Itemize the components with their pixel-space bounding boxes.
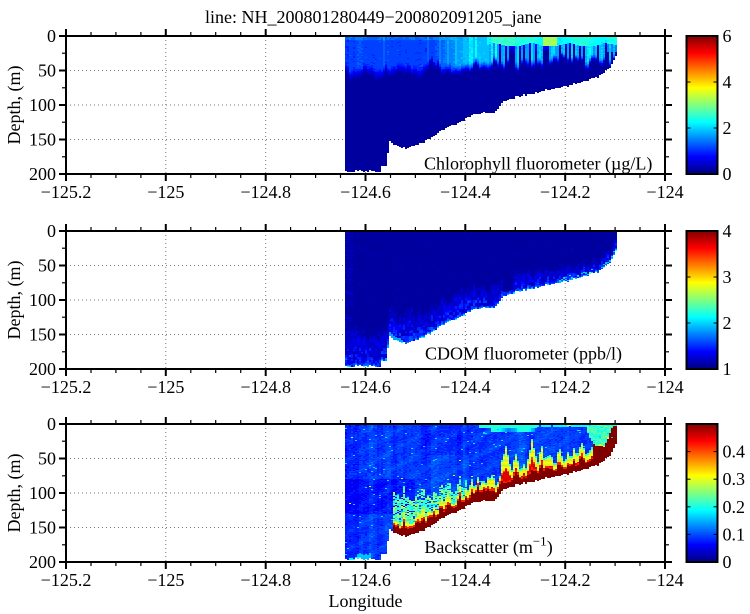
svg-text:200: 200 xyxy=(29,164,56,184)
svg-text:2: 2 xyxy=(723,118,732,138)
svg-text:150: 150 xyxy=(29,325,56,345)
svg-text:−125.2: −125.2 xyxy=(41,377,92,397)
svg-text:Chlorophyll fluorometer (µg/L): Chlorophyll fluorometer (µg/L) xyxy=(424,154,652,175)
svg-text:1: 1 xyxy=(723,359,732,379)
svg-text:50: 50 xyxy=(38,449,56,469)
svg-text:−124.2: −124.2 xyxy=(540,377,591,397)
svg-text:line: NH_200801280449−20080209: line: NH_200801280449−200802091205_jane xyxy=(205,7,542,27)
svg-text:−124.6: −124.6 xyxy=(340,182,391,202)
svg-text:Depth, (m): Depth, (m) xyxy=(4,66,25,145)
svg-text:−125: −125 xyxy=(147,377,184,397)
svg-text:100: 100 xyxy=(29,290,56,310)
svg-text:−124.4: −124.4 xyxy=(440,377,491,397)
svg-text:Depth, (m): Depth, (m) xyxy=(4,261,25,340)
svg-text:−124.4: −124.4 xyxy=(440,570,491,590)
svg-text:0.2: 0.2 xyxy=(723,497,746,517)
svg-text:−124.2: −124.2 xyxy=(540,570,591,590)
svg-text:−124.4: −124.4 xyxy=(440,182,491,202)
svg-text:−125: −125 xyxy=(147,570,184,590)
svg-text:0: 0 xyxy=(47,414,56,434)
svg-text:150: 150 xyxy=(29,518,56,538)
svg-text:150: 150 xyxy=(29,130,56,150)
svg-text:4: 4 xyxy=(723,72,732,92)
svg-text:CDOM fluorometer (ppb/l): CDOM fluorometer (ppb/l) xyxy=(425,343,622,364)
svg-text:Backscatter (m−1): Backscatter (m−1) xyxy=(424,534,552,559)
svg-text:0.1: 0.1 xyxy=(723,524,746,544)
svg-text:0.3: 0.3 xyxy=(723,469,746,489)
svg-text:200: 200 xyxy=(29,359,56,379)
svg-text:0: 0 xyxy=(723,164,732,184)
svg-text:−124: −124 xyxy=(646,182,683,202)
svg-text:0: 0 xyxy=(723,552,732,572)
svg-text:4: 4 xyxy=(723,221,732,241)
svg-text:−125.2: −125.2 xyxy=(41,182,92,202)
svg-text:2: 2 xyxy=(723,313,732,333)
svg-text:−124.6: −124.6 xyxy=(340,377,391,397)
svg-text:−124.8: −124.8 xyxy=(240,570,291,590)
svg-text:200: 200 xyxy=(29,552,56,572)
svg-text:Longitude: Longitude xyxy=(329,591,403,611)
svg-text:50: 50 xyxy=(38,256,56,276)
svg-text:100: 100 xyxy=(29,483,56,503)
svg-text:−124.8: −124.8 xyxy=(240,377,291,397)
svg-text:−124.2: −124.2 xyxy=(540,182,591,202)
svg-text:0.4: 0.4 xyxy=(723,442,746,462)
svg-text:−125: −125 xyxy=(147,182,184,202)
svg-text:6: 6 xyxy=(723,26,732,46)
svg-text:−124: −124 xyxy=(646,377,683,397)
svg-text:−125.2: −125.2 xyxy=(41,570,92,590)
svg-text:−124.6: −124.6 xyxy=(340,570,391,590)
svg-text:50: 50 xyxy=(38,61,56,81)
svg-text:100: 100 xyxy=(29,95,56,115)
svg-text:0: 0 xyxy=(47,221,56,241)
svg-text:Depth, (m): Depth, (m) xyxy=(4,454,25,533)
svg-text:−124: −124 xyxy=(646,570,683,590)
svg-text:0: 0 xyxy=(47,26,56,46)
svg-text:3: 3 xyxy=(723,267,732,287)
svg-text:−124.8: −124.8 xyxy=(240,182,291,202)
